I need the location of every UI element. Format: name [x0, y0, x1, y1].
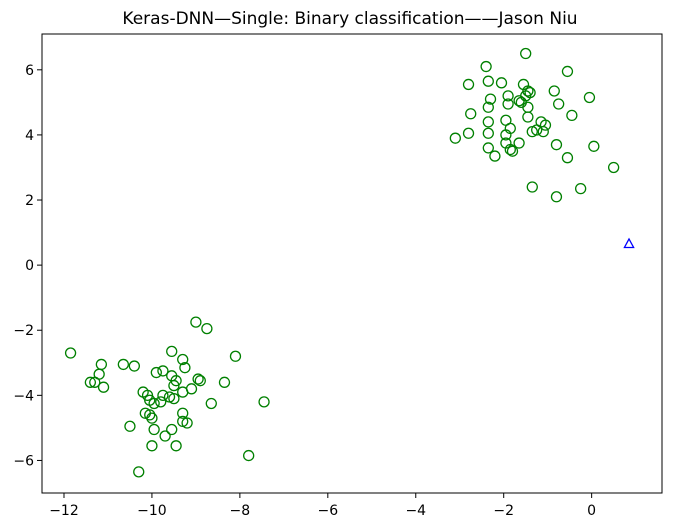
circle-data-point	[155, 396, 167, 408]
circle-data-point	[561, 152, 574, 164]
x-tick-label: −10	[137, 503, 167, 519]
circle-data-point	[177, 386, 189, 398]
x-tick-label: −6	[317, 503, 338, 519]
circle-data-point	[192, 373, 204, 385]
circle-data-point	[190, 316, 202, 328]
circle-data-point	[482, 142, 494, 154]
circle-data-point	[537, 126, 549, 138]
circle-data-point	[520, 47, 532, 60]
x-tick-label: 0	[587, 503, 596, 519]
triangle-data-point	[623, 237, 635, 249]
circle-data-point	[148, 397, 160, 410]
circle-data-point	[258, 396, 270, 408]
circle-data-point	[64, 347, 77, 359]
circle-data-point	[588, 140, 600, 152]
circle-data-point	[179, 362, 191, 374]
circle-data-point	[194, 375, 206, 387]
x-tick-label: −4	[405, 503, 426, 519]
y-tick-label: 2	[25, 193, 34, 209]
circle-data-point	[561, 65, 574, 78]
circle-data-point	[495, 77, 508, 89]
y-tick-label: −2	[13, 323, 34, 339]
y-tick-label: 0	[25, 258, 34, 274]
circle-data-point	[146, 412, 158, 424]
circle-data-point	[526, 181, 538, 193]
circle-data-point	[89, 376, 101, 388]
circle-data-point	[133, 466, 145, 478]
circle-data-point	[482, 127, 494, 139]
x-tick-label: −2	[493, 503, 514, 519]
circle-data-point	[159, 430, 171, 442]
circle-data-point	[513, 95, 525, 107]
circle-data-point	[218, 376, 231, 388]
circle-data-point	[150, 366, 162, 379]
circle-data-point	[583, 91, 596, 104]
circle-data-point	[170, 440, 182, 452]
circle-data-point	[548, 85, 560, 97]
circle-data-point	[166, 423, 178, 436]
circle-data-point	[462, 78, 475, 91]
circle-data-point	[522, 111, 534, 123]
circle-data-point	[482, 116, 494, 128]
circle-data-point	[157, 365, 169, 377]
circle-data-point	[157, 389, 169, 401]
plot-marks	[64, 47, 635, 478]
circle-data-point	[95, 358, 108, 371]
x-tick-label: −12	[49, 503, 79, 519]
circle-data-point	[513, 137, 525, 149]
circle-data-point	[489, 150, 501, 162]
circle-data-point	[607, 161, 620, 174]
chart-title: Keras-DNN—Single: Binary classification—…	[122, 9, 577, 29]
circle-data-point	[506, 145, 519, 157]
circle-data-point	[482, 75, 494, 87]
circle-data-point	[124, 420, 136, 432]
circle-data-point	[526, 126, 538, 138]
circle-data-point	[449, 132, 461, 144]
circle-data-point	[205, 397, 217, 410]
circle-data-point	[243, 449, 255, 462]
circle-data-point	[550, 191, 563, 203]
circle-data-point	[575, 182, 587, 195]
circle-data-point	[566, 109, 578, 122]
circle-data-point	[504, 143, 516, 156]
circle-data-point	[144, 409, 156, 421]
circle-data-point	[500, 129, 512, 141]
circle-data-point	[177, 407, 189, 419]
y-tick-label: −4	[13, 388, 34, 404]
circle-data-point	[465, 108, 477, 120]
circle-data-point	[229, 350, 242, 362]
circle-data-point	[462, 127, 475, 139]
circle-data-point	[168, 392, 180, 405]
circle-data-point	[84, 376, 97, 388]
plot-frame	[41, 33, 663, 494]
y-tick-label: 6	[25, 63, 34, 79]
circle-data-point	[148, 423, 160, 436]
y-tick-label: 4	[25, 128, 34, 144]
circle-data-point	[484, 93, 497, 105]
axis-ticks: −12 −10 −8 −6 −4 −2 0 −6 −4 −2 0 2 4 6	[13, 63, 596, 519]
circle-data-point	[177, 353, 189, 366]
x-tick-label: −8	[230, 503, 251, 519]
y-tick-label: −6	[13, 453, 34, 469]
circle-data-point	[480, 60, 492, 73]
circle-data-point	[502, 98, 514, 110]
circle-data-point	[550, 139, 563, 151]
circle-data-point	[146, 440, 158, 452]
circle-data-point	[97, 381, 110, 393]
circle-data-point	[201, 322, 213, 335]
circle-data-point	[128, 360, 140, 372]
circle-data-point	[522, 101, 534, 113]
circle-data-point	[482, 101, 494, 113]
circle-data-point	[117, 358, 129, 371]
circle-data-point	[166, 345, 178, 358]
circle-data-point	[553, 98, 565, 110]
circle-data-point	[539, 119, 552, 131]
circle-data-point	[181, 417, 193, 429]
circle-data-point	[168, 379, 180, 392]
circle-data-point	[502, 90, 514, 102]
